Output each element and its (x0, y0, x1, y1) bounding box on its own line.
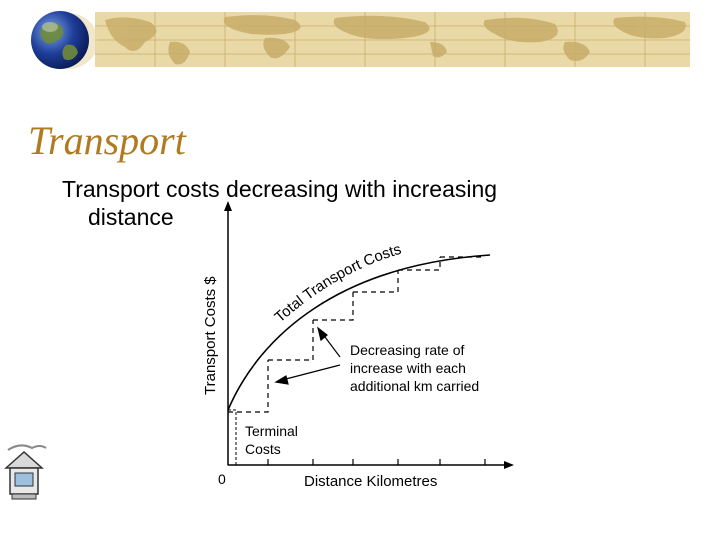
annotation-arrowhead (274, 375, 289, 385)
cost-step (353, 270, 399, 293)
x-axis-label: Distance Kilometres (304, 473, 437, 490)
terminal-cost-block (227, 409, 237, 466)
world-map-banner (95, 12, 690, 67)
x-origin-label: 0 (218, 471, 226, 487)
annotation-arrowhead (316, 326, 328, 342)
subtitle-line-1: Transport costs decreasing with increasi… (62, 176, 498, 202)
annotation-terminal-costs: Terminal Costs (245, 423, 302, 457)
transport-cost-chart: Total Transport Costs Decreasing rate of… (202, 201, 514, 490)
cost-step (398, 257, 441, 271)
slide-title: Transport (28, 118, 186, 163)
globe-icon (22, 7, 100, 73)
total-cost-curve (227, 254, 491, 411)
subtitle-line-2: distance (88, 204, 174, 230)
cost-step (313, 292, 354, 321)
y-axis-arrow (224, 201, 232, 211)
annotation-arrow (281, 364, 341, 381)
slide-subtitle: Transport costs decreasing with increasi… (62, 175, 622, 231)
y-axis-label: Transport Costs $ (202, 276, 219, 395)
curve-label: Total Transport Costs (271, 241, 403, 326)
annotation-decreasing-rate: Decreasing rate of increase with each ad… (350, 342, 479, 394)
cost-step (228, 360, 269, 413)
house-computer-icon (0, 440, 50, 504)
x-axis-arrow (504, 461, 514, 469)
cost-step (268, 320, 314, 361)
